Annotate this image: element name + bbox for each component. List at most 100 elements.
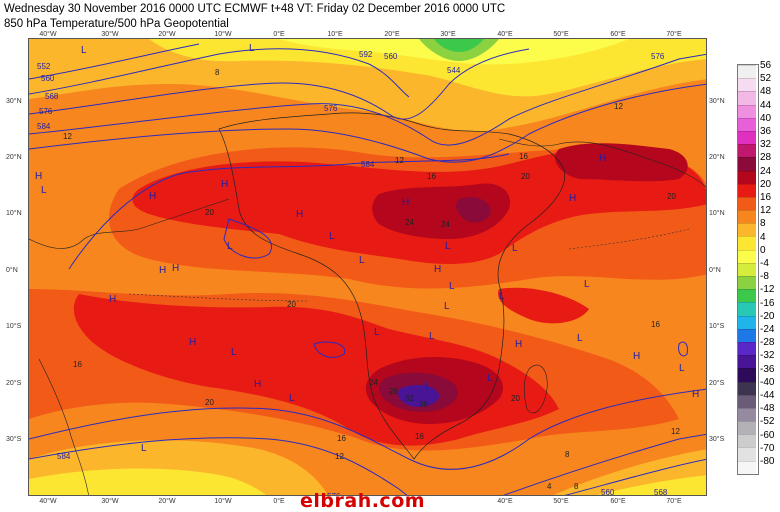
legend-value: 56	[760, 60, 772, 71]
high-pressure-marker: H	[149, 191, 156, 202]
legend-swatch	[738, 236, 756, 250]
legend-value: 40	[760, 112, 772, 124]
temp-label: 8	[215, 68, 220, 77]
lat-label: 20°S	[709, 380, 725, 387]
lon-label: 40°E	[497, 31, 513, 38]
temp-label: 24	[369, 378, 378, 387]
legend-swatch	[738, 210, 756, 224]
lon-label: 60°E	[610, 31, 626, 38]
low-pressure-marker: L	[512, 243, 518, 254]
temp-label: 16	[427, 172, 436, 181]
high-pressure-marker: H	[434, 264, 441, 275]
legend-value: -24	[760, 324, 775, 335]
legend-value: 48	[760, 86, 772, 98]
lat-label: 10°S	[6, 323, 22, 330]
legend-value: -40	[760, 376, 775, 388]
pressure-label: 560	[601, 488, 615, 496]
pressure-label: 576	[324, 104, 338, 113]
contour-576-south	[29, 437, 408, 495]
lat-label: 0°N	[709, 267, 721, 274]
low-pressure-marker: L	[359, 255, 365, 266]
temp-field-28-north	[456, 197, 491, 223]
legend-value: 0	[760, 244, 766, 256]
low-pressure-marker: L	[141, 443, 147, 454]
legend-swatch	[738, 104, 756, 118]
legend-value: -16	[760, 297, 775, 309]
legend-value: 12	[760, 205, 772, 217]
legend-swatch	[738, 91, 756, 105]
lat-label: 20°N	[709, 154, 725, 161]
legend-swatch	[738, 65, 756, 79]
watermark-text: elbrah.com	[300, 490, 426, 512]
pressure-label-group: 552 560 568 576 584 592 544 560 576 584 …	[37, 50, 668, 496]
low-pressure-marker: L	[584, 279, 590, 290]
high-pressure-marker: H	[692, 389, 699, 400]
temp-label: 16	[651, 320, 660, 329]
legend-value: 4	[760, 231, 766, 243]
pressure-label: 568	[654, 488, 668, 496]
temp-label: 36	[419, 400, 428, 409]
legend-swatch	[738, 407, 756, 422]
pressure-label: 560	[384, 52, 398, 61]
contour-576-se	[503, 433, 706, 495]
low-pressure-marker: L	[449, 281, 455, 292]
legend-swatch	[738, 276, 756, 290]
lat-label: 30°N	[709, 98, 725, 105]
temp-label: 12	[614, 102, 623, 111]
temp-label: 4	[547, 482, 552, 491]
low-pressure-marker: L	[425, 381, 431, 392]
lon-label: 30°W	[101, 498, 119, 505]
legend-swatch	[738, 355, 756, 369]
lon-label: 50°E	[553, 498, 569, 505]
legend-value: -20	[760, 310, 775, 322]
pressure-label: 552	[37, 62, 51, 71]
temp-field-24-north	[372, 183, 510, 239]
pressure-label: 544	[447, 66, 461, 75]
lon-label: 20°E	[384, 31, 400, 38]
legend-value: -70	[760, 442, 775, 454]
lat-label: 10°S	[709, 323, 725, 330]
contour-560	[29, 48, 410, 98]
temp-label: 16	[337, 434, 346, 443]
contour-552	[29, 43, 200, 80]
legend-value: -48	[760, 403, 775, 415]
lon-label: 40°E	[497, 498, 513, 505]
legend-swatch	[738, 249, 756, 263]
temp-label: 24	[405, 218, 414, 227]
legend-value: 36	[760, 126, 772, 137]
coastline-arabia	[498, 138, 706, 188]
legend-swatch	[738, 315, 756, 329]
pressure-label: 576	[327, 492, 341, 496]
legend-value: -32	[760, 350, 775, 362]
geopotential-contours	[29, 43, 706, 495]
legend-value: -28	[760, 337, 775, 349]
low-pressure-marker: L	[679, 363, 685, 374]
lon-label: 20°W	[158, 31, 176, 38]
lon-label: 70°E	[666, 498, 682, 505]
lon-label: 40°W	[39, 31, 57, 38]
low-pressure-marker: L	[429, 331, 435, 342]
high-pressure-marker: H	[172, 263, 179, 274]
legend-value: 52	[760, 73, 772, 85]
temp-label: 24	[441, 220, 450, 229]
legend-swatch	[738, 130, 756, 145]
lon-label: 50°E	[553, 31, 569, 38]
temp-label: 12	[335, 452, 344, 461]
legend-value: -60	[760, 429, 775, 441]
legend-swatch	[738, 223, 756, 237]
low-pressure-marker: L	[81, 45, 87, 56]
weather-map: 552 560 568 576 584 592 544 560 576 584 …	[28, 38, 707, 496]
lon-label: 0°E	[273, 498, 285, 505]
low-pressure-marker: L	[249, 43, 255, 54]
legend-swatch	[738, 117, 756, 131]
legend-swatch	[738, 447, 756, 461]
contour-closed-east	[678, 341, 688, 357]
temp-label: 20	[205, 398, 214, 407]
low-pressure-marker: L	[577, 333, 583, 344]
low-pressure-marker: L	[329, 231, 335, 242]
legend-swatch	[738, 196, 756, 211]
temp-label: 20	[521, 172, 530, 181]
legend-swatch	[738, 381, 756, 395]
coastline-africa	[218, 112, 566, 460]
lat-label: 0°N	[6, 267, 18, 274]
